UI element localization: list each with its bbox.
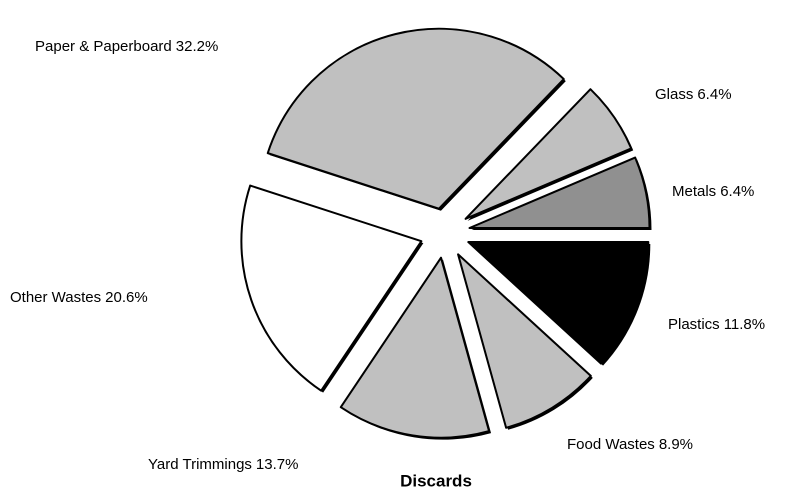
slice-label-value: 32.2% bbox=[176, 38, 219, 55]
slice-label-value: 13.7% bbox=[256, 456, 299, 473]
slice-label-name: Paper & Paperboard bbox=[35, 38, 172, 55]
slice-label-value: 11.8% bbox=[724, 316, 765, 333]
slice-label-name: Other Wastes bbox=[10, 289, 101, 306]
slice bbox=[464, 88, 633, 220]
slice-label: Yard Trimmings 13.7% bbox=[148, 456, 298, 473]
slice-label: Paper & Paperboard 32.2% bbox=[35, 38, 218, 55]
slice-label-value: 20.6% bbox=[105, 289, 148, 306]
slice-label-name: Food Wastes bbox=[567, 436, 655, 453]
slice bbox=[467, 241, 650, 365]
slice-label-name: Metals bbox=[672, 183, 716, 200]
slice-label-name: Glass bbox=[655, 86, 693, 103]
slice bbox=[240, 184, 423, 392]
slice-label: Glass 6.4% bbox=[655, 86, 732, 103]
slice-label: Plastics 11.8% bbox=[668, 316, 765, 333]
slice-label: Metals 6.4% bbox=[672, 183, 754, 200]
slice bbox=[266, 27, 565, 210]
slice-label-name: Yard Trimmings bbox=[148, 456, 252, 473]
chart-title: Discards bbox=[400, 471, 472, 490]
slice bbox=[468, 156, 651, 230]
slice bbox=[457, 253, 592, 429]
slice bbox=[339, 256, 491, 439]
slice-label-value: 6.4% bbox=[720, 183, 754, 200]
slice-label: Other Wastes 20.6% bbox=[10, 289, 148, 306]
slice-label-name: Plastics bbox=[668, 316, 720, 333]
slice-label-value: 6.4% bbox=[697, 86, 731, 103]
slice-label-value: 8.9% bbox=[659, 436, 693, 453]
slice-label: Food Wastes 8.9% bbox=[567, 436, 693, 453]
